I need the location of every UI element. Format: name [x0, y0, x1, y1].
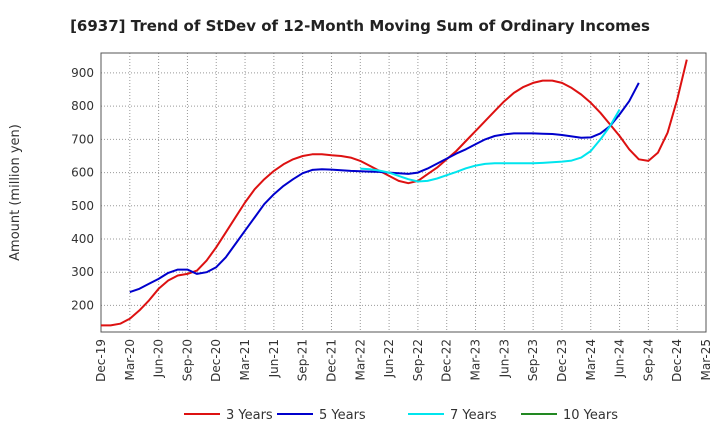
x-tick-label: Jun-22	[382, 339, 396, 378]
x-tick-label: Dec-21	[324, 339, 338, 382]
x-tick-label: Jun-21	[267, 339, 281, 378]
y-tick-label: 300	[71, 265, 94, 279]
y-axis-label: Amount (million yen)	[8, 124, 23, 261]
y-tick-label: 600	[71, 166, 94, 180]
x-tick-label: Dec-23	[555, 339, 569, 382]
y-tick-label: 800	[71, 99, 94, 113]
x-tick-label: Mar-23	[469, 339, 483, 380]
y-tick-label: 900	[71, 66, 94, 80]
x-tick-label: Dec-24	[670, 339, 684, 382]
x-tick-label: Sep-23	[526, 339, 540, 381]
x-tick-label: Mar-25	[699, 339, 713, 380]
y-axis-ticks: 200 300 400 500 600 700 800 900	[71, 66, 94, 312]
plot-frame	[100, 52, 707, 333]
legend-label: 10 Years	[563, 408, 618, 423]
legend: 3 Years 5 Years 7 Years 10 Years	[184, 408, 618, 423]
x-axis-ticks: Dec-19 Mar-20 Jun-20 Sep-20 Dec-20 Mar-21 Jun-…	[94, 339, 713, 382]
x-tick-label: Sep-22	[411, 339, 425, 381]
series-lines	[101, 59, 688, 327]
x-tick-label: Dec-22	[440, 339, 454, 382]
y-tick-label: 700	[71, 132, 94, 146]
series-line-3-years	[101, 59, 688, 327]
grid	[100, 53, 707, 332]
x-tick-label: Jun-23	[497, 339, 511, 378]
x-tick-label: Mar-20	[123, 339, 137, 380]
legend-label: 7 Years	[450, 408, 497, 423]
series-line-7-years	[360, 108, 621, 183]
x-tick-label: Dec-19	[94, 339, 108, 382]
x-tick-label: Dec-20	[209, 339, 223, 382]
x-tick-label: Jun-24	[613, 339, 627, 378]
legend-label: 5 Years	[319, 408, 366, 423]
x-tick-label: Mar-24	[584, 339, 598, 380]
x-tick-label: Sep-21	[296, 339, 310, 381]
y-tick-label: 500	[71, 199, 94, 213]
y-tick-label: 400	[71, 232, 94, 246]
y-tick-label: 200	[71, 298, 94, 312]
x-tick-label: Mar-22	[353, 339, 367, 380]
x-tick-label: Mar-21	[238, 339, 252, 380]
chart-title: [6937] Trend of StDev of 12-Month Moving…	[70, 17, 650, 35]
legend-label: 3 Years	[226, 408, 273, 423]
x-tick-label: Sep-20	[180, 339, 194, 381]
x-tick-label: Sep-24	[641, 339, 655, 381]
x-tick-label: Jun-20	[152, 339, 166, 378]
